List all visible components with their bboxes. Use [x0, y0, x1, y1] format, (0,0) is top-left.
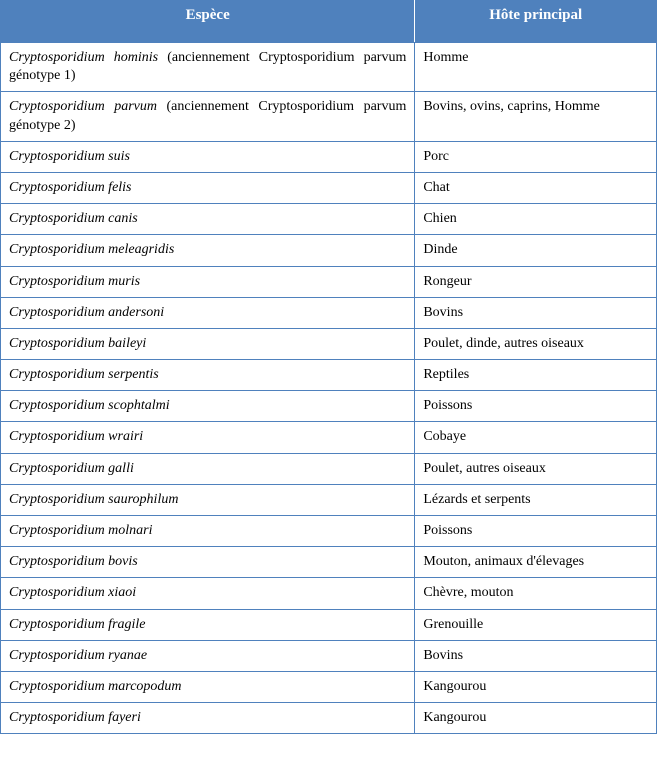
species-name: Cryptosporidium bovis: [9, 554, 138, 569]
table-body: Cryptosporidium hominis (anciennement Cr…: [1, 43, 657, 734]
species-name: Cryptosporidium galli: [9, 461, 134, 476]
table-row: Cryptosporidium bovis Mouton, animaux d'é…: [1, 547, 657, 578]
species-cell: Cryptosporidium andersoni: [1, 297, 415, 328]
table-row: Cryptosporidium saurophilum Lézards et se…: [1, 484, 657, 515]
species-cell: Cryptosporidium marcopodum: [1, 671, 415, 702]
species-table: Espèce Hôte principal Cryptosporidium ho…: [0, 0, 657, 734]
species-name: Cryptosporidium xiaoi: [9, 585, 136, 600]
species-name: Cryptosporidium saurophilum: [9, 492, 178, 507]
table-row: Cryptosporidium hominis (anciennement Cr…: [1, 43, 657, 92]
species-name: Cryptosporidium scophtalmi: [9, 398, 170, 413]
host-cell: Porc: [415, 141, 657, 172]
species-cell: Cryptosporidium scophtalmi: [1, 391, 415, 422]
species-name: Cryptosporidium baileyi: [9, 336, 146, 351]
table-row: Cryptosporidium baileyi Poulet, dinde, au…: [1, 328, 657, 359]
table-row: Cryptosporidium serpentis Reptiles: [1, 360, 657, 391]
host-cell: Bovins: [415, 640, 657, 671]
table-row: Cryptosporidium meleagridis Dinde: [1, 235, 657, 266]
table-row: Cryptosporidium marcopodum Kangourou: [1, 671, 657, 702]
species-cell: Cryptosporidium baileyi: [1, 328, 415, 359]
table-row: Cryptosporidium molnari Poissons: [1, 516, 657, 547]
species-name: Cryptosporidium andersoni: [9, 305, 164, 320]
table-row: Cryptosporidium felis Chat: [1, 172, 657, 203]
host-cell: Poulet, autres oiseaux: [415, 453, 657, 484]
species-cell: Cryptosporidium ryanae: [1, 640, 415, 671]
host-cell: Dinde: [415, 235, 657, 266]
species-name: Cryptosporidium felis: [9, 180, 132, 195]
host-cell: Homme: [415, 43, 657, 92]
species-cell: Cryptosporidium xiaoi: [1, 578, 415, 609]
species-cell: Cryptosporidium saurophilum: [1, 484, 415, 515]
host-cell: Poulet, dinde, autres oiseaux: [415, 328, 657, 359]
species-cell: Cryptosporidium suis: [1, 141, 415, 172]
table-row: Cryptosporidium wrairi Cobaye: [1, 422, 657, 453]
host-cell: Rongeur: [415, 266, 657, 297]
table-row: Cryptosporidium galli Poulet, autres oise…: [1, 453, 657, 484]
species-name: Cryptosporidium ryanae: [9, 648, 147, 663]
host-cell: Lézards et serpents: [415, 484, 657, 515]
host-cell: Grenouille: [415, 609, 657, 640]
species-name: Cryptosporidium hominis: [9, 50, 158, 65]
table-header-row: Espèce Hôte principal: [1, 1, 657, 43]
table-row: Cryptosporidium ryanae Bovins: [1, 640, 657, 671]
species-cell: Cryptosporidium hominis (anciennement Cr…: [1, 43, 415, 92]
host-cell: Cobaye: [415, 422, 657, 453]
species-cell: Cryptosporidium galli: [1, 453, 415, 484]
species-cell: Cryptosporidium fayeri: [1, 703, 415, 734]
species-name: Cryptosporidium canis: [9, 211, 138, 226]
host-cell: Chat: [415, 172, 657, 203]
species-cell: Cryptosporidium meleagridis: [1, 235, 415, 266]
host-cell: Bovins: [415, 297, 657, 328]
host-cell: Kangourou: [415, 671, 657, 702]
species-name: Cryptosporidium muris: [9, 274, 140, 289]
species-cell: Cryptosporidium muris: [1, 266, 415, 297]
table-row: Cryptosporidium scophtalmi Poissons: [1, 391, 657, 422]
host-cell: Chien: [415, 204, 657, 235]
species-cell: Cryptosporidium fragile: [1, 609, 415, 640]
column-header-species: Espèce: [1, 1, 415, 43]
host-cell: Reptiles: [415, 360, 657, 391]
species-name: Cryptosporidium fayeri: [9, 710, 141, 725]
host-cell: Chèvre, mouton: [415, 578, 657, 609]
table-row: Cryptosporidium suis Porc: [1, 141, 657, 172]
species-name: Cryptosporidium wrairi: [9, 429, 143, 444]
species-name: Cryptosporidium fragile: [9, 617, 146, 632]
column-header-host: Hôte principal: [415, 1, 657, 43]
species-cell: Cryptosporidium serpentis: [1, 360, 415, 391]
table-row: Cryptosporidium andersoni Bovins: [1, 297, 657, 328]
host-cell: Bovins, ovins, caprins, Homme: [415, 92, 657, 141]
species-cell: Cryptosporidium parvum (anciennement Cry…: [1, 92, 415, 141]
host-cell: Poissons: [415, 391, 657, 422]
species-cell: Cryptosporidium felis: [1, 172, 415, 203]
host-cell: Mouton, animaux d'élevages: [415, 547, 657, 578]
species-name: Cryptosporidium serpentis: [9, 367, 159, 382]
species-name: Cryptosporidium suis: [9, 149, 130, 164]
species-cell: Cryptosporidium molnari: [1, 516, 415, 547]
host-cell: Kangourou: [415, 703, 657, 734]
species-cell: Cryptosporidium bovis: [1, 547, 415, 578]
table-row: Cryptosporidium fragile Grenouille: [1, 609, 657, 640]
species-name: Cryptosporidium molnari: [9, 523, 153, 538]
species-name: Cryptosporidium marcopodum: [9, 679, 182, 694]
species-cell: Cryptosporidium canis: [1, 204, 415, 235]
table-row: Cryptosporidium muris Rongeur: [1, 266, 657, 297]
species-cell: Cryptosporidium wrairi: [1, 422, 415, 453]
table-row: Cryptosporidium parvum (anciennement Cry…: [1, 92, 657, 141]
table-row: Cryptosporidium fayeri Kangourou: [1, 703, 657, 734]
species-name: Cryptosporidium parvum: [9, 99, 157, 114]
table-row: Cryptosporidium xiaoi Chèvre, mouton: [1, 578, 657, 609]
table-row: Cryptosporidium canis Chien: [1, 204, 657, 235]
host-cell: Poissons: [415, 516, 657, 547]
species-name: Cryptosporidium meleagridis: [9, 242, 174, 257]
